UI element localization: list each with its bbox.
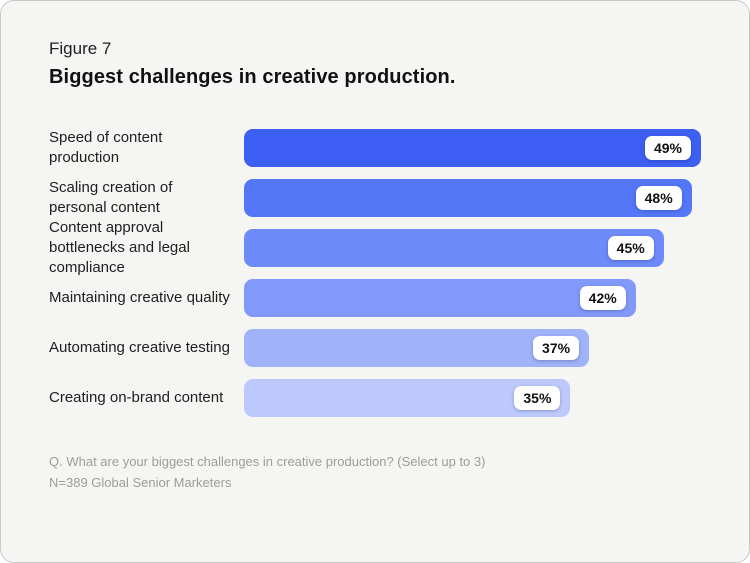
bar-track: 49%	[244, 129, 701, 167]
footnote-sample: N=389 Global Senior Marketers	[49, 475, 232, 490]
bar-track: 45%	[244, 229, 701, 267]
value-badge: 45%	[607, 236, 654, 260]
value-badge: 42%	[579, 286, 626, 310]
value-badge: 35%	[514, 386, 561, 410]
bar: 45%	[244, 229, 664, 267]
bar: 42%	[244, 279, 636, 317]
chart-row: Content approval bottlenecks and legal c…	[49, 219, 701, 276]
value-badge: 37%	[533, 336, 580, 360]
footnote-question: Q. What are your biggest challenges in c…	[49, 454, 486, 469]
chart-row: Automating creative testing 37%	[49, 329, 701, 367]
bar-track: 42%	[244, 279, 701, 317]
bar: 49%	[244, 129, 701, 167]
value-badge: 48%	[635, 186, 682, 210]
bar-chart: Speed of content production 49% Scaling cr…	[49, 129, 701, 417]
value-badge: 49%	[644, 136, 691, 160]
chart-row: Speed of content production 49%	[49, 129, 701, 167]
bar: 37%	[244, 329, 590, 367]
figure-label: Figure 7	[49, 39, 112, 58]
chart-row: Creating on-brand content 35%	[49, 379, 701, 417]
chart-row: Maintaining creative quality 42%	[49, 279, 701, 317]
category-label: Content approval bottlenecks and legal c…	[49, 219, 190, 276]
category-label: Creating on-brand content	[49, 389, 224, 406]
bar: 48%	[244, 179, 692, 217]
chart-row: Scaling creation of personal content 48%	[49, 179, 701, 217]
bar: 35%	[244, 379, 571, 417]
bar-track: 48%	[244, 179, 701, 217]
bar-track: 35%	[244, 379, 701, 417]
category-label: Speed of content production	[49, 129, 163, 166]
chart-title: Biggest challenges in creative productio…	[49, 66, 456, 88]
chart-footer: Q. What are your biggest challenges in c…	[49, 451, 701, 493]
category-label: Scaling creation of personal content	[49, 179, 173, 216]
bar-track: 37%	[244, 329, 701, 367]
category-label: Maintaining creative quality	[49, 289, 230, 306]
category-label: Automating creative testing	[49, 339, 230, 356]
